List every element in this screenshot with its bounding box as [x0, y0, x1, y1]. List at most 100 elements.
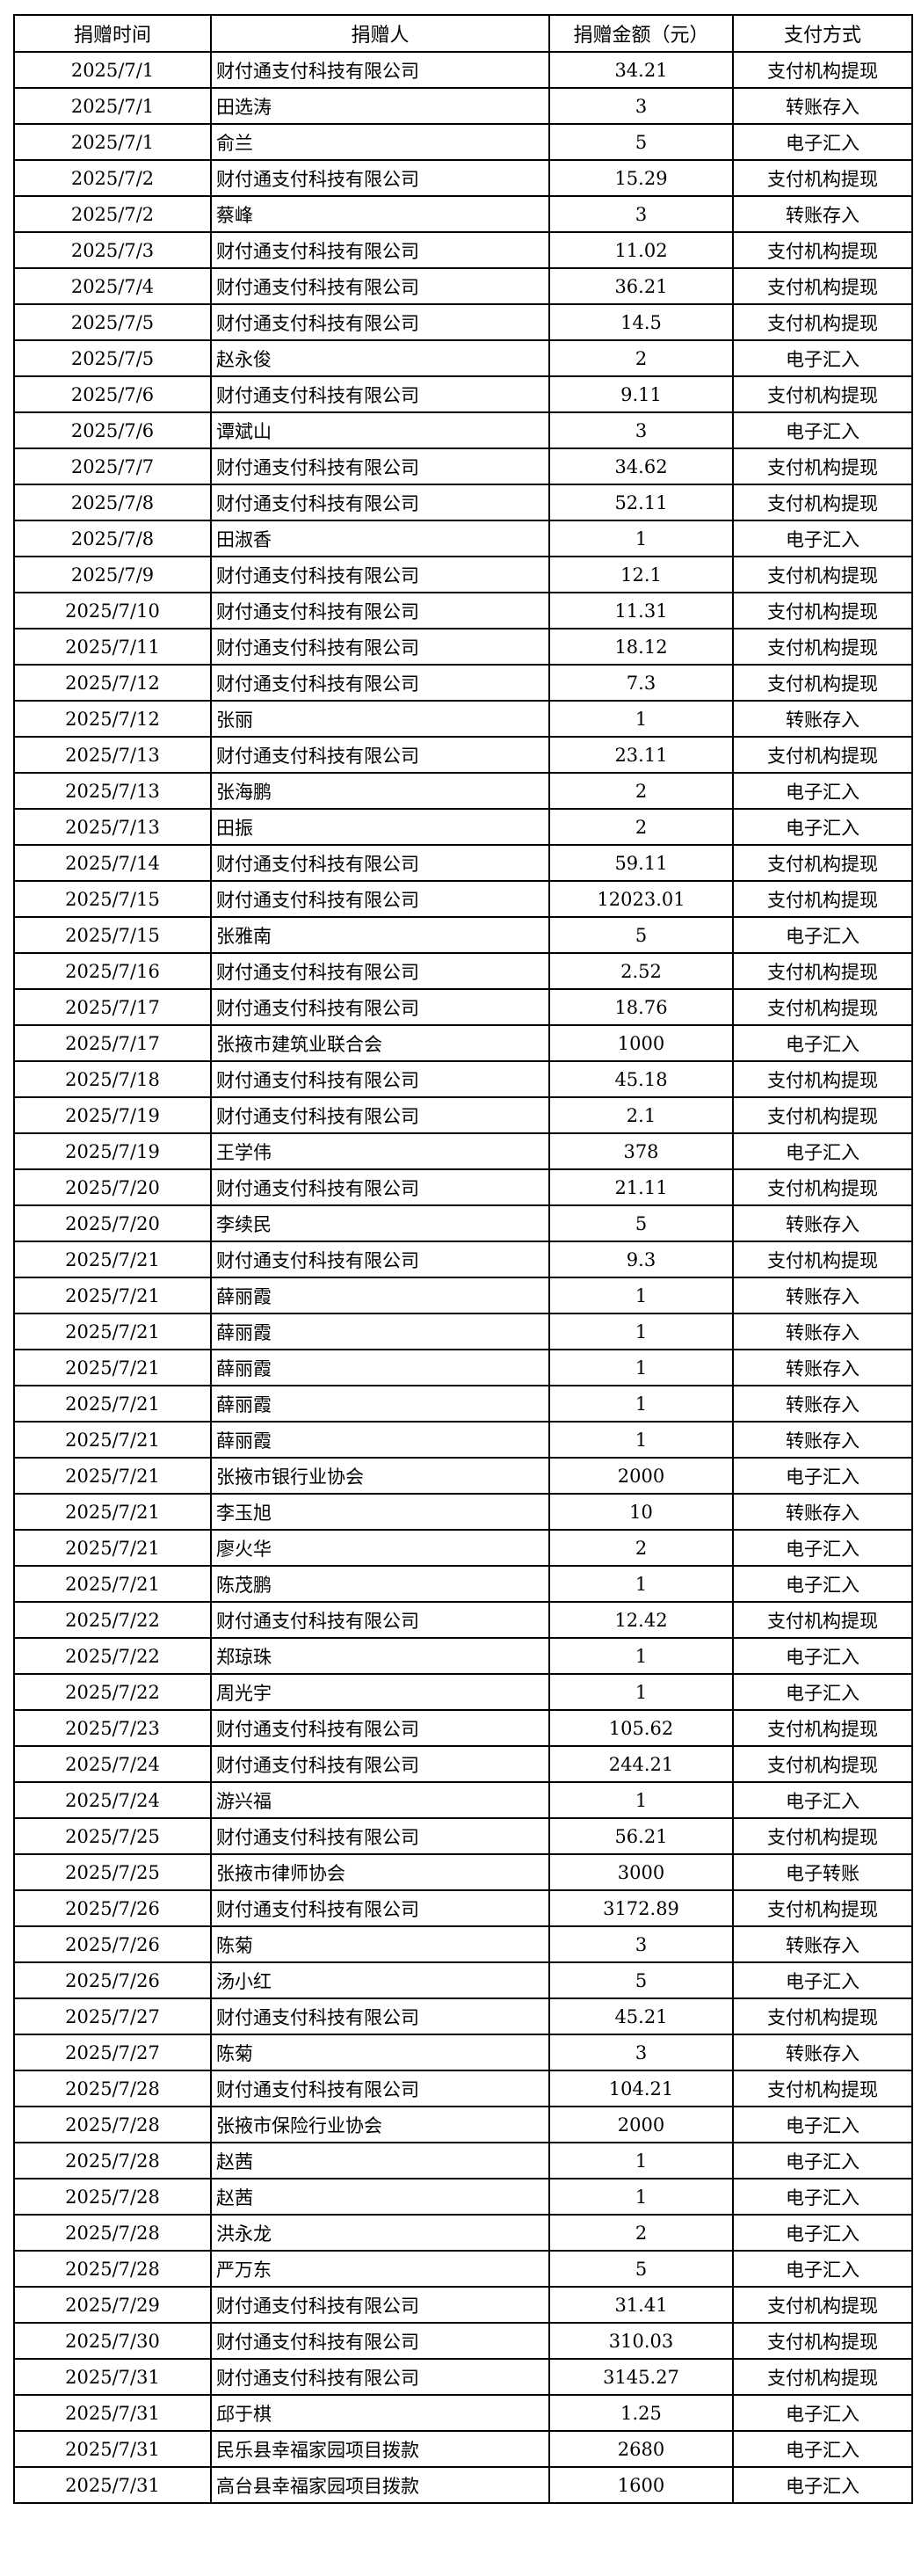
cell-donor: 财付通支付科技有限公司 — [210, 2070, 550, 2107]
table-row: 2025/7/21 薛丽霞 1 转账存入 — [13, 1421, 913, 1459]
cell-donor: 高台县幸福家园项目拨款 — [210, 2466, 550, 2504]
cell-donor: 财付通支付科技有限公司 — [210, 1601, 550, 1639]
cell-amount: 5 — [548, 2250, 734, 2288]
cell-date: 2025/7/1 — [13, 123, 212, 161]
cell-date: 2025/7/21 — [13, 1349, 212, 1386]
cell-donor: 财付通支付科技有限公司 — [210, 1745, 550, 1783]
table-row: 2025/7/21 薛丽霞 1 转账存入 — [13, 1313, 913, 1350]
cell-donor: 张雅南 — [210, 916, 550, 954]
cell-date: 2025/7/31 — [13, 2394, 212, 2432]
cell-payment-method: 支付机构提现 — [732, 1241, 913, 1278]
table-row: 2025/7/29 财付通支付科技有限公司 31.41 支付机构提现 — [13, 2286, 913, 2324]
cell-amount: 14.5 — [548, 303, 734, 341]
cell-amount: 36.21 — [548, 267, 734, 305]
cell-amount: 378 — [548, 1132, 734, 1170]
cell-donor: 财付通支付科技有限公司 — [210, 1060, 550, 1098]
cell-date: 2025/7/16 — [13, 952, 212, 990]
table-row: 2025/7/22 郑琼珠 1 电子汇入 — [13, 1637, 913, 1675]
cell-amount: 1000 — [548, 1024, 734, 1062]
table-row: 2025/7/25 财付通支付科技有限公司 56.21 支付机构提现 — [13, 1817, 913, 1855]
cell-date: 2025/7/28 — [13, 2250, 212, 2288]
table-row: 2025/7/21 陈茂鹏 1 电子汇入 — [13, 1565, 913, 1603]
cell-donor: 陈茂鹏 — [210, 1565, 550, 1603]
cell-payment-method: 支付机构提现 — [732, 1096, 913, 1134]
cell-date: 2025/7/5 — [13, 303, 212, 341]
cell-date: 2025/7/21 — [13, 1421, 212, 1459]
cell-amount: 2 — [548, 339, 734, 377]
cell-amount: 1 — [548, 520, 734, 557]
cell-date: 2025/7/13 — [13, 736, 212, 774]
cell-amount: 2 — [548, 1529, 734, 1567]
table-row: 2025/7/21 薛丽霞 1 转账存入 — [13, 1349, 913, 1386]
cell-donor: 薛丽霞 — [210, 1277, 550, 1314]
cell-amount: 3 — [548, 2034, 734, 2071]
cell-amount: 23.11 — [548, 736, 734, 774]
cell-payment-method: 电子汇入 — [732, 2430, 913, 2468]
table-row: 2025/7/6 财付通支付科技有限公司 9.11 支付机构提现 — [13, 375, 913, 413]
cell-donor: 张掖市银行业协会 — [210, 1457, 550, 1495]
cell-payment-method: 支付机构提现 — [732, 2070, 913, 2107]
cell-donor: 邱于棋 — [210, 2394, 550, 2432]
cell-amount: 1 — [548, 1277, 734, 1314]
cell-amount: 5 — [548, 123, 734, 161]
cell-amount: 2.1 — [548, 1096, 734, 1134]
cell-donor: 张丽 — [210, 700, 550, 738]
cell-amount: 2.52 — [548, 952, 734, 990]
cell-donor: 薛丽霞 — [210, 1313, 550, 1350]
table-row: 2025/7/28 张掖市保险行业协会 2000 电子汇入 — [13, 2106, 913, 2143]
cell-date: 2025/7/12 — [13, 664, 212, 702]
cell-date: 2025/7/14 — [13, 844, 212, 882]
cell-amount: 2000 — [548, 2106, 734, 2143]
cell-donor: 财付通支付科技有限公司 — [210, 1168, 550, 1206]
cell-donor: 薛丽霞 — [210, 1421, 550, 1459]
cell-payment-method: 支付机构提现 — [732, 844, 913, 882]
table-row: 2025/7/2 财付通支付科技有限公司 15.29 支付机构提现 — [13, 159, 913, 197]
cell-donor: 薛丽霞 — [210, 1385, 550, 1423]
cell-donor: 张掖市保险行业协会 — [210, 2106, 550, 2143]
cell-date: 2025/7/21 — [13, 1385, 212, 1423]
table-row: 2025/7/17 财付通支付科技有限公司 18.76 支付机构提现 — [13, 988, 913, 1026]
cell-donor: 财付通支付科技有限公司 — [210, 2322, 550, 2360]
cell-amount: 2680 — [548, 2430, 734, 2468]
header-donor: 捐赠人 — [210, 14, 550, 53]
cell-donor: 财付通支付科技有限公司 — [210, 159, 550, 197]
cell-donor: 廖火华 — [210, 1529, 550, 1567]
table-row: 2025/7/28 洪永龙 2 电子汇入 — [13, 2214, 913, 2252]
cell-donor: 财付通支付科技有限公司 — [210, 484, 550, 521]
cell-payment-method: 支付机构提现 — [732, 375, 913, 413]
cell-amount: 1.25 — [548, 2394, 734, 2432]
cell-payment-method: 支付机构提现 — [732, 592, 913, 629]
cell-payment-method: 电子汇入 — [732, 2250, 913, 2288]
table-row: 2025/7/12 张丽 1 转账存入 — [13, 700, 913, 738]
cell-date: 2025/7/21 — [13, 1241, 212, 1278]
cell-amount: 2 — [548, 808, 734, 846]
cell-payment-method: 支付机构提现 — [732, 231, 913, 269]
cell-date: 2025/7/18 — [13, 1060, 212, 1098]
cell-date: 2025/7/17 — [13, 1024, 212, 1062]
header-row: 捐赠时间 捐赠人 捐赠金额（元） 支付方式 — [13, 14, 913, 53]
cell-amount: 1 — [548, 1637, 734, 1675]
table-row: 2025/7/5 赵永俊 2 电子汇入 — [13, 339, 913, 377]
cell-donor: 财付通支付科技有限公司 — [210, 1709, 550, 1747]
cell-payment-method: 支付机构提现 — [732, 159, 913, 197]
cell-donor: 李续民 — [210, 1204, 550, 1242]
cell-payment-method: 转账存入 — [732, 1421, 913, 1459]
cell-payment-method: 电子汇入 — [732, 2142, 913, 2179]
table-row: 2025/7/2 蔡峰 3 转账存入 — [13, 195, 913, 233]
cell-payment-method: 转账存入 — [732, 87, 913, 125]
cell-donor: 赵茜 — [210, 2178, 550, 2216]
cell-donor: 财付通支付科技有限公司 — [210, 952, 550, 990]
cell-date: 2025/7/12 — [13, 700, 212, 738]
cell-payment-method: 电子汇入 — [732, 1529, 913, 1567]
cell-date: 2025/7/7 — [13, 448, 212, 485]
cell-donor: 张掖市建筑业联合会 — [210, 1024, 550, 1062]
table-row: 2025/7/11 财付通支付科技有限公司 18.12 支付机构提现 — [13, 628, 913, 666]
table-row: 2025/7/20 李续民 5 转账存入 — [13, 1204, 913, 1242]
cell-payment-method: 支付机构提现 — [732, 1060, 913, 1098]
cell-payment-method: 支付机构提现 — [732, 1601, 913, 1639]
donation-table: 捐赠时间 捐赠人 捐赠金额（元） 支付方式 2025/7/1 财付通支付科技有限公… — [13, 14, 913, 2504]
cell-payment-method: 转账存入 — [732, 1204, 913, 1242]
cell-amount: 12.1 — [548, 556, 734, 593]
cell-amount: 5 — [548, 1204, 734, 1242]
cell-donor: 严万东 — [210, 2250, 550, 2288]
